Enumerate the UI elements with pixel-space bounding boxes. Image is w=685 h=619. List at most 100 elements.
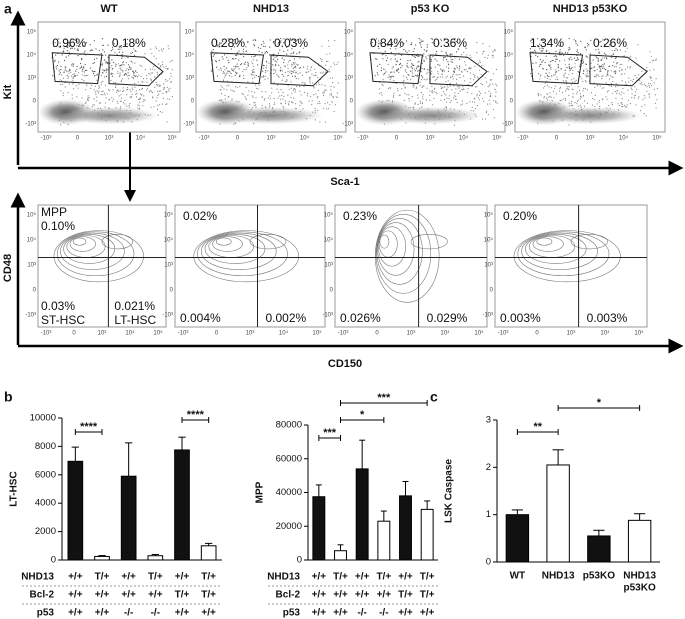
event-dot bbox=[130, 96, 133, 98]
event-dot bbox=[120, 65, 122, 67]
event-dot bbox=[166, 92, 168, 94]
event-dot bbox=[423, 78, 425, 80]
event-dot bbox=[248, 90, 250, 92]
event-dot bbox=[440, 68, 442, 70]
genotype: +/+ bbox=[148, 590, 163, 601]
event-dot bbox=[290, 81, 292, 83]
event-dot bbox=[481, 83, 483, 86]
event-dot bbox=[587, 75, 589, 77]
event-dot bbox=[597, 60, 599, 62]
event-dot bbox=[400, 58, 402, 61]
y-tick-label: 10⁵ bbox=[27, 29, 37, 36]
event-dot bbox=[328, 40, 330, 42]
event-dot bbox=[157, 104, 159, 106]
event-dot bbox=[572, 93, 574, 95]
event-dot bbox=[167, 45, 169, 47]
event-dot bbox=[294, 75, 296, 77]
sig-label: **** bbox=[187, 409, 205, 421]
event-dot bbox=[469, 54, 471, 56]
event-dot bbox=[140, 94, 143, 96]
event-dot bbox=[443, 93, 445, 95]
event-dot bbox=[216, 66, 218, 68]
event-dot bbox=[455, 41, 457, 43]
event-dot bbox=[255, 84, 257, 86]
event-dot bbox=[56, 68, 58, 70]
event-dot bbox=[122, 78, 124, 80]
event-dot bbox=[403, 75, 405, 77]
event-dot bbox=[631, 89, 633, 91]
event-dot bbox=[282, 98, 284, 100]
genotype: +/+ bbox=[121, 572, 136, 583]
event-dot bbox=[386, 57, 389, 59]
x-tick-label: 10⁴ bbox=[619, 135, 629, 142]
axis-label: CD150 bbox=[328, 358, 362, 370]
genotype: +/+ bbox=[201, 608, 216, 619]
event-dot bbox=[124, 73, 126, 76]
x-tick-label: 10⁵ bbox=[333, 135, 343, 142]
event-dot bbox=[569, 67, 571, 70]
event-dot bbox=[150, 79, 153, 81]
event-dot bbox=[417, 97, 419, 99]
x-tick-label: -10³ bbox=[518, 136, 529, 142]
event-dot bbox=[279, 49, 281, 51]
event-dot bbox=[548, 86, 550, 88]
event-dot bbox=[278, 42, 280, 44]
event-dot bbox=[555, 56, 558, 58]
event-dot bbox=[441, 87, 444, 89]
event-dot bbox=[570, 68, 572, 70]
event-dot bbox=[455, 82, 458, 84]
event-dot bbox=[563, 76, 565, 78]
event-dot bbox=[268, 62, 270, 64]
event-dot bbox=[60, 74, 63, 76]
event-dot bbox=[451, 53, 453, 55]
x-tick-label: 10⁵ bbox=[652, 135, 662, 142]
event-dot bbox=[605, 82, 607, 84]
event-dot bbox=[226, 80, 229, 82]
event-dot bbox=[94, 91, 96, 93]
event-dot bbox=[601, 75, 603, 77]
event-dot bbox=[430, 38, 432, 40]
event-dot bbox=[311, 103, 313, 106]
gate bbox=[51, 52, 103, 85]
event-dot bbox=[233, 70, 235, 72]
event-dot bbox=[296, 53, 298, 55]
event-dot bbox=[93, 70, 95, 73]
contour bbox=[377, 222, 415, 276]
event-dot bbox=[412, 84, 414, 86]
event-dot bbox=[168, 90, 170, 92]
event-dot bbox=[576, 50, 578, 53]
event-dot bbox=[577, 58, 579, 61]
event-dot bbox=[582, 90, 584, 92]
event-dot bbox=[574, 81, 576, 83]
event-dot bbox=[610, 70, 612, 72]
event-dot bbox=[376, 72, 378, 74]
event-dot bbox=[387, 77, 389, 79]
event-dot bbox=[76, 39, 78, 41]
event-dot bbox=[293, 63, 295, 65]
event-dot bbox=[126, 94, 128, 96]
event-dot bbox=[269, 105, 271, 107]
event-dot bbox=[545, 72, 547, 74]
event-dot bbox=[286, 53, 288, 55]
event-dot bbox=[90, 67, 92, 69]
event-dot bbox=[553, 97, 555, 99]
event-dot bbox=[317, 109, 319, 111]
event-dot bbox=[261, 51, 263, 54]
event-dot bbox=[570, 84, 573, 86]
event-dot bbox=[434, 58, 436, 60]
event-dot bbox=[410, 43, 412, 46]
row-label: NHD13 bbox=[267, 572, 300, 583]
event-dot bbox=[61, 83, 63, 85]
event-dot bbox=[247, 64, 249, 66]
event-dot bbox=[579, 65, 581, 67]
event-dot bbox=[165, 78, 167, 81]
event-dot bbox=[643, 83, 646, 85]
event-dot bbox=[461, 53, 463, 56]
x-tick-label: -10³ bbox=[41, 136, 52, 142]
event-dot bbox=[482, 97, 484, 100]
event-dot bbox=[614, 91, 617, 93]
event-dot bbox=[634, 91, 637, 93]
event-dot bbox=[84, 50, 86, 52]
event-dot bbox=[648, 94, 650, 96]
x-tick-label: 10⁵ bbox=[167, 135, 177, 142]
